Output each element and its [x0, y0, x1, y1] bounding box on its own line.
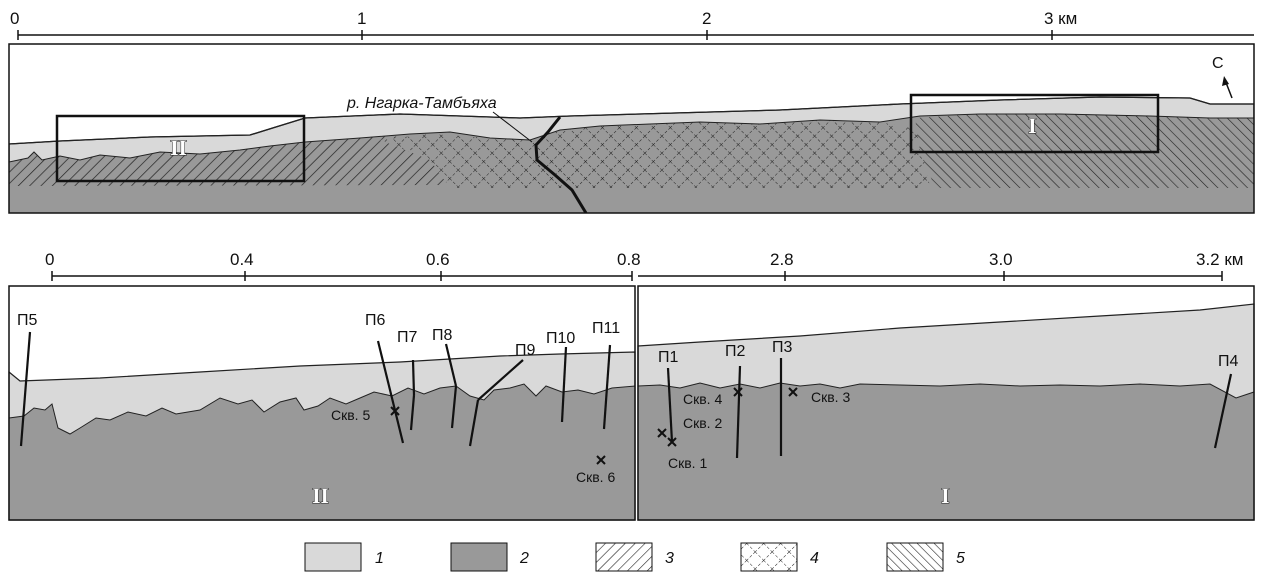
top-tick-0: 0 [10, 9, 19, 28]
profile-p8: П8 [432, 327, 453, 344]
legend-swatch-1 [304, 542, 362, 572]
br-tick-2: 3.2 км [1196, 250, 1243, 269]
well-5-label: Скв. 5 [331, 407, 370, 423]
top-profile-frame [8, 43, 1255, 214]
legend-label-2: 2 [519, 550, 529, 567]
bottom-left-scale: 0 0.4 0.6 0.8 [45, 250, 641, 281]
profile-p10: П10 [546, 330, 575, 347]
legend: 1 2 3 4 5 [304, 542, 965, 572]
well-6-label: Скв. 6 [576, 469, 615, 485]
profile-p6: П6 [365, 312, 386, 329]
section-label-ii: II [312, 483, 329, 508]
legend-label-4: 4 [810, 550, 819, 567]
well-1-label: Скв. 1 [668, 455, 707, 471]
bl-tick-3: 0.8 [617, 250, 641, 269]
top-profile [9, 44, 1254, 213]
well-marker-icon [657, 387, 798, 447]
profile-lines-left [19, 331, 612, 447]
top-tick-2: 2 [702, 9, 711, 28]
legend-swatch-2 [450, 542, 508, 572]
bottom-right-panel [637, 285, 1255, 521]
top-tick-3: 3 км [1044, 9, 1077, 28]
well-2-label: Скв. 2 [683, 415, 722, 431]
well-marker-icon [390, 406, 606, 465]
bottom-left-panel [8, 285, 636, 521]
bottom-right-scale: 2.8 3.0 3.2 км [638, 250, 1243, 281]
well-3-label: Скв. 3 [811, 389, 850, 405]
br-tick-0: 2.8 [770, 250, 794, 269]
legend-label-5: 5 [956, 550, 965, 567]
top-tick-1: 1 [357, 9, 366, 28]
bl-tick-1: 0.4 [230, 250, 254, 269]
profile-p11: П11 [592, 320, 620, 337]
profile-p3: П3 [772, 339, 793, 356]
river-pointer [492, 111, 533, 143]
box-ii [55, 114, 306, 183]
br-tick-1: 3.0 [989, 250, 1013, 269]
bl-tick-2: 0.6 [426, 250, 450, 269]
north-label: С [1212, 55, 1224, 72]
legend-swatch-3 [595, 542, 653, 572]
well-4-label: Скв. 4 [683, 391, 722, 407]
river-label: р. Нгарка-Тамбъяха [346, 95, 497, 112]
legend-swatch-5 [886, 542, 944, 572]
profile-p2: П2 [725, 343, 746, 360]
legend-swatch-4 [740, 542, 798, 572]
box-label-i: I [1028, 113, 1037, 138]
legend-label-3: 3 [665, 550, 674, 567]
profile-p9: П9 [515, 342, 536, 359]
profile-lines-right [666, 358, 1233, 459]
profile-p5: П5 [17, 312, 38, 329]
legend-label-1: 1 [375, 550, 384, 567]
profile-p1: П1 [658, 349, 679, 366]
bl-tick-0: 0 [45, 250, 54, 269]
profile-p7: П7 [397, 329, 418, 346]
profile-p4: П4 [1218, 353, 1239, 370]
box-i [909, 93, 1160, 154]
top-scale: 0 1 2 3 км [10, 9, 1254, 40]
box-label-ii: II [170, 135, 187, 160]
section-label-i: I [941, 483, 950, 508]
north-arrow-icon [1222, 76, 1233, 99]
